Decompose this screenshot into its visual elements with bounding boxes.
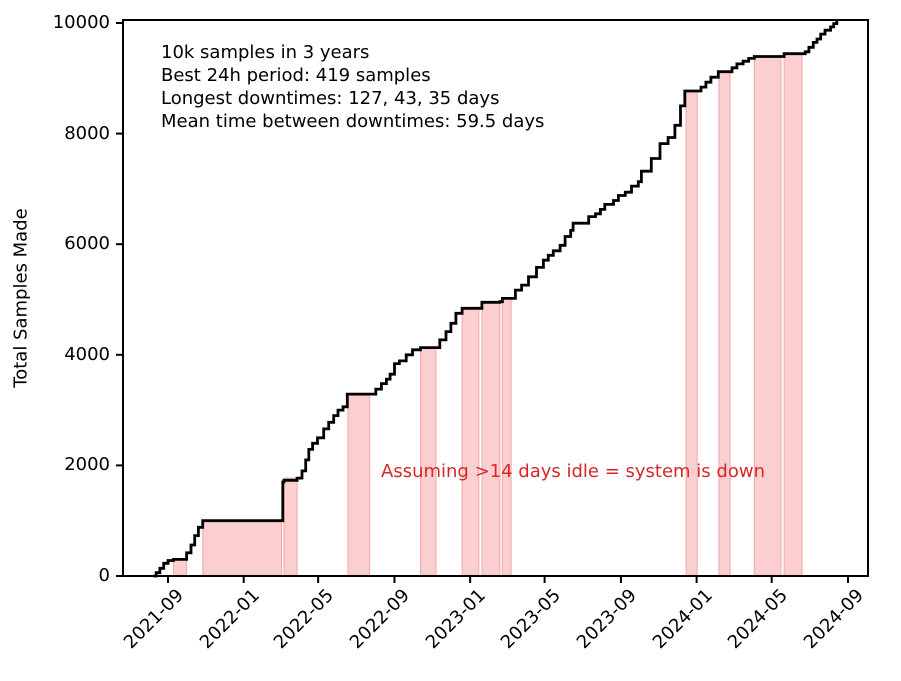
downtime-band [347, 393, 371, 577]
downtime-band [501, 297, 512, 577]
stats-line-longest-downtimes: Longest downtimes: 127, 43, 35 days [161, 88, 500, 109]
downtime-band [202, 520, 283, 577]
y-tick-label: 6000 [64, 233, 110, 255]
downtime-band [753, 55, 782, 577]
stats-annotation: 10k samples in 3 years Best 24h period: … [161, 41, 544, 133]
sample-curve [153, 20, 839, 578]
downtime-band [173, 558, 188, 577]
downtime-band [783, 53, 803, 577]
stats-line-mean-time: Mean time between downtimes: 59.5 days [161, 111, 545, 132]
stats-line-best-period: Best 24h period: 419 samples [161, 65, 431, 86]
y-tick-label: 0 [98, 565, 110, 586]
plot-border [122, 19, 869, 577]
downtime-band [685, 90, 698, 577]
downtime-band [481, 301, 501, 577]
downtime-band [461, 307, 480, 577]
y-tick-label: 4000 [64, 343, 110, 365]
downtime-band [283, 477, 298, 577]
idle-threshold-note: Assuming >14 days idle = system is down [381, 461, 765, 482]
y-tick-label: 10000 [52, 12, 110, 33]
downtime-band [718, 71, 731, 577]
y-tick-label: 2000 [64, 454, 110, 476]
y-tick-label: 8000 [64, 122, 110, 144]
stats-line-total: 10k samples in 3 years [161, 42, 370, 63]
